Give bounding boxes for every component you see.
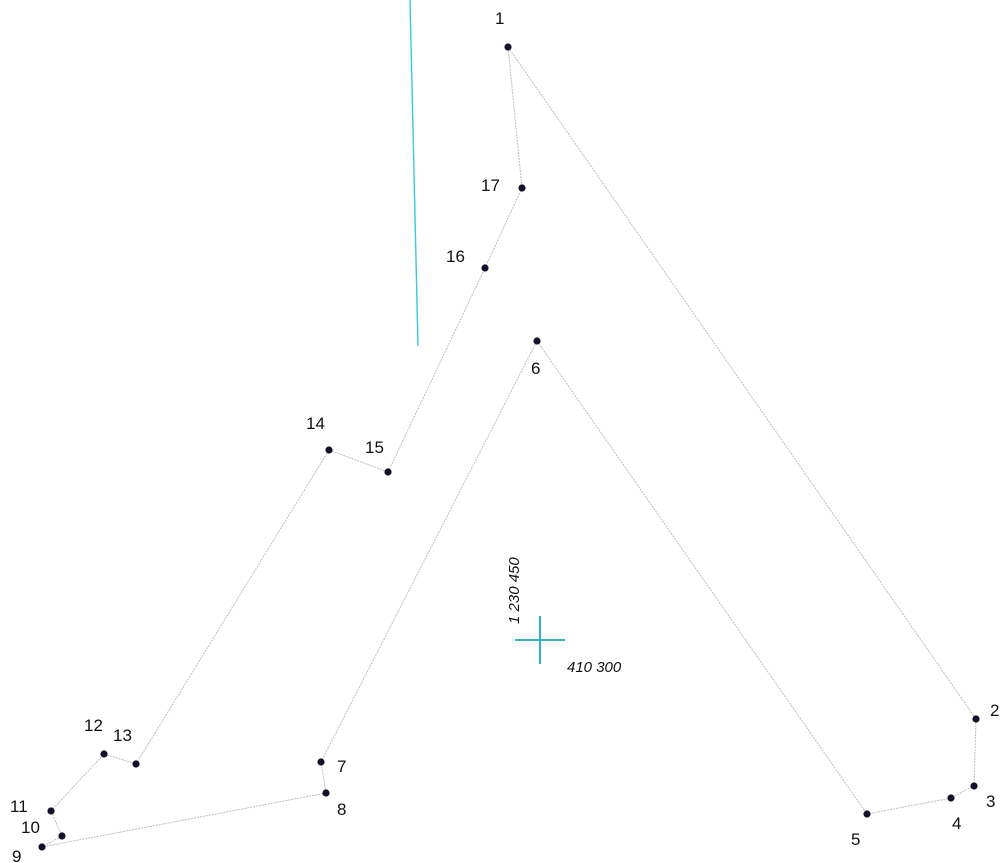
boundary-point-3 — [970, 782, 978, 790]
boundary-point-2 — [972, 715, 980, 723]
boundary-point-12 — [100, 750, 108, 758]
point-label-11: 11 — [10, 797, 28, 816]
parcel-boundary — [41, 45, 977, 848]
point-label-16: 16 — [446, 247, 465, 266]
point-label-2: 2 — [990, 701, 999, 720]
boundary-point-11 — [47, 807, 55, 815]
point-label-10: 10 — [21, 818, 40, 837]
boundary-point-15 — [384, 468, 392, 476]
boundary-points — [38, 43, 980, 851]
point-label-12: 12 — [84, 716, 103, 735]
boundary-point-7 — [317, 758, 325, 766]
point-labels: 1 2 3 4 5 6 7 8 9 10 11 12 13 14 15 16 1… — [10, 9, 999, 863]
point-label-5: 5 — [851, 830, 860, 849]
point-label-9: 9 — [12, 847, 21, 863]
boundary-point-6 — [533, 337, 541, 345]
reference-northing: 1 230 450 — [506, 557, 523, 624]
point-label-8: 8 — [337, 800, 346, 819]
reference-cross — [515, 616, 565, 664]
boundary-point-5 — [863, 810, 871, 818]
point-label-13: 13 — [113, 726, 132, 745]
boundary-point-1 — [504, 43, 512, 51]
point-label-4: 4 — [952, 814, 961, 833]
point-label-17: 17 — [481, 176, 500, 195]
boundary-point-10 — [58, 832, 66, 840]
point-label-3: 3 — [986, 792, 995, 811]
point-label-7: 7 — [337, 757, 346, 776]
boundary-point-14 — [325, 446, 333, 454]
boundary-point-4 — [947, 794, 955, 802]
boundary-point-9 — [38, 843, 46, 851]
point-label-15: 15 — [365, 438, 384, 457]
boundary-point-16 — [481, 264, 489, 272]
reference-line — [409, 0, 419, 347]
boundary-point-8 — [322, 789, 330, 797]
boundary-point-17 — [518, 184, 526, 192]
point-label-1: 1 — [495, 9, 504, 28]
reference-easting: 410 300 — [567, 659, 622, 676]
point-label-6: 6 — [531, 359, 540, 378]
point-label-14: 14 — [306, 414, 325, 433]
boundary-point-13 — [132, 760, 140, 768]
